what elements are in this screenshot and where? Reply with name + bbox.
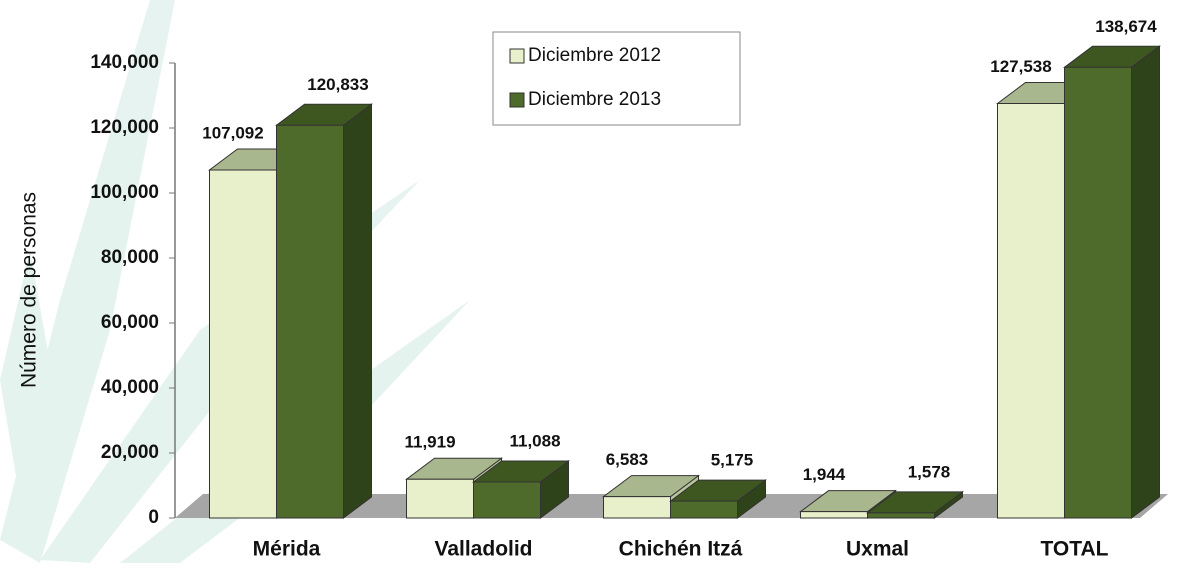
value-label: 11,088 [509,431,560,450]
bar [277,104,372,518]
y-tick-label: 120,000 [90,117,159,138]
y-tick-label: 140,000 [90,52,159,73]
value-label: 1,578 [908,462,951,481]
value-label: 107,092 [202,123,263,142]
value-label: 5,175 [711,451,754,470]
value-label: 127,538 [990,57,1051,76]
y-tick-label: 0 [148,507,159,528]
legend-swatch [510,49,524,63]
y-tick-label: 40,000 [101,377,159,398]
legend-label: Diciembre 2012 [528,45,661,66]
x-tick-label: Valladolid [434,538,532,561]
value-label: 120,833 [307,75,368,94]
y-axis-title: Número de personas [18,192,41,388]
y-tick-label: 60,000 [101,312,159,333]
value-label: 6,583 [606,450,649,469]
x-tick-label: Chichén Itzá [619,538,743,561]
chart: Número de personas 0 20,000 40,000 60,000 80… [0,0,1182,563]
legend-swatch [510,93,524,107]
y-tick-label: 80,000 [101,247,159,268]
y-tick-label: 100,000 [90,182,159,203]
bar [1065,46,1160,518]
x-tick-label: Uxmal [846,538,909,561]
x-tick-label: Mérida [253,538,321,561]
value-label: 1,944 [803,465,846,484]
x-tick-label: TOTAL [1040,538,1108,561]
legend-label: Diciembre 2013 [528,89,661,110]
value-label: 138,674 [1095,17,1157,36]
value-label: 11,919 [404,433,455,452]
y-tick-label: 20,000 [101,442,159,463]
